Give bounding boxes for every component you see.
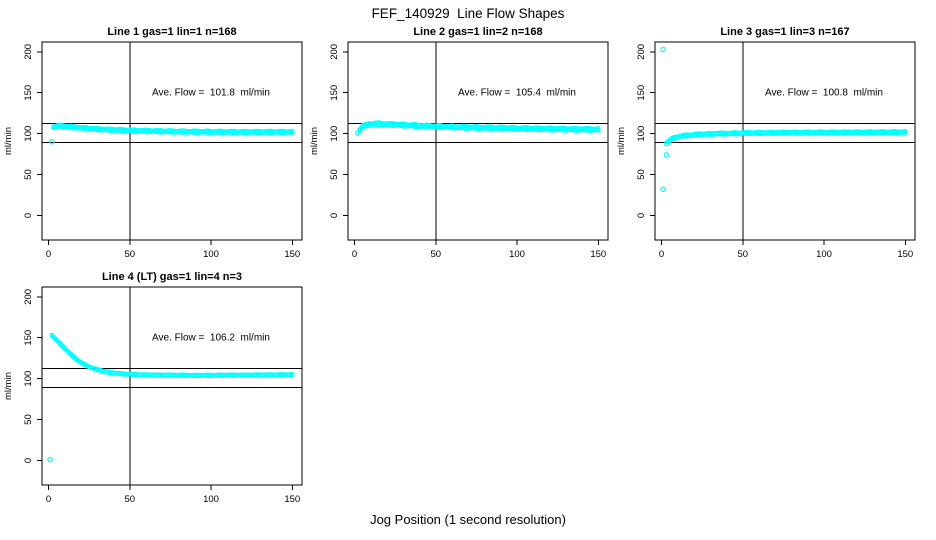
x-tick-label: 100 [203, 249, 219, 260]
panel-title: Line 1 gas=1 lin=1 n=168 [107, 26, 236, 38]
y-tick-label: 50 [329, 169, 340, 180]
y-tick-label: 0 [636, 213, 647, 218]
outlier-point [663, 152, 670, 158]
ave-flow-annotation: Ave. Flow = 100.8 ml/min [765, 88, 883, 99]
y-axis-label: ml/min [309, 127, 320, 155]
x-tick-label: 100 [816, 249, 832, 260]
x-tick-label: 50 [737, 249, 748, 260]
data-band [49, 332, 295, 379]
y-axis-label: ml/min [3, 127, 14, 155]
outlier-points [48, 139, 55, 145]
panel-line-1-plot: Line 1 gas=1 lin=1 n=168 0 50 100 150 0 50 100 1… [3, 26, 303, 260]
y-tick-label: 0 [23, 213, 34, 218]
y-tick-label: 200 [23, 44, 34, 60]
y-tick-label: 200 [329, 44, 340, 60]
y-tick-label: 100 [23, 371, 34, 387]
data-band [357, 120, 601, 134]
outlier-point [354, 130, 361, 136]
panel-line-2-plot: Line 2 gas=1 lin=2 n=168 0 50 100 150 0 50 100 1… [309, 26, 609, 260]
axes: 0 50 100 150 0 50 100 150 200 [636, 44, 913, 260]
axes: 0 50 100 150 0 50 100 150 200 [23, 44, 300, 260]
ave-flow-annotation: Ave. Flow = 105.4 ml/min [458, 88, 576, 99]
x-tick-label: 50 [124, 249, 135, 260]
y-tick-label: 50 [23, 169, 34, 180]
outlier-point [660, 46, 666, 53]
plot-box [347, 41, 609, 241]
x-tick-label: 150 [897, 249, 913, 260]
data-band [51, 122, 295, 136]
reference-lines [348, 42, 608, 240]
panel-title: Line 3 gas=1 lin=3 n=167 [720, 26, 849, 38]
y-tick-label: 0 [329, 213, 340, 218]
outlier-points [354, 130, 361, 136]
ave-flow-annotation: Ave. Flow = 101.8 ml/min [152, 88, 270, 99]
axes: 0 50 100 150 0 50 100 150 200 [329, 44, 606, 260]
y-tick-label: 150 [329, 85, 340, 101]
outlier-point [48, 139, 55, 145]
y-tick-label: 200 [23, 289, 34, 305]
figure-title: FEF_140929 Line Flow Shapes [371, 6, 565, 21]
panel-title: Line 4 (LT) gas=1 lin=4 n=3 [102, 271, 242, 283]
x-tick-label: 50 [430, 249, 441, 260]
panel-line-3-plot: Line 3 gas=1 lin=3 n=167 0 50 100 150 0 50 100 1… [616, 26, 916, 260]
x-tick-label: 50 [124, 494, 135, 505]
outlier-points [660, 46, 670, 193]
y-tick-label: 100 [636, 126, 647, 142]
outlier-point [663, 140, 670, 147]
x-tick-label: 0 [46, 494, 51, 505]
y-axis-label: ml/min [616, 127, 627, 155]
x-tick-label: 150 [284, 249, 300, 260]
y-tick-label: 150 [23, 330, 34, 346]
y-tick-label: 50 [23, 414, 34, 425]
x-tick-label: 100 [509, 249, 525, 260]
outlier-point [47, 456, 53, 463]
y-tick-label: 0 [23, 458, 34, 463]
data-band [665, 129, 908, 145]
reference-lines [42, 287, 302, 485]
y-tick-label: 50 [636, 169, 647, 180]
panel-title: Line 2 gas=1 lin=2 n=168 [413, 26, 542, 38]
x-tick-label: 0 [352, 249, 357, 260]
x-tick-label: 150 [590, 249, 606, 260]
plot-box [41, 41, 303, 241]
y-axis-label: ml/min [3, 372, 14, 400]
plot-box [654, 41, 916, 241]
y-tick-label: 100 [23, 126, 34, 142]
y-tick-label: 200 [636, 44, 647, 60]
figure-xlabel: Jog Position (1 second resolution) [370, 512, 566, 527]
panel-line-4-plot: Line 4 (LT) gas=1 lin=4 n=3 0 50 100 150 0 50 1… [3, 271, 303, 505]
x-tick-label: 0 [46, 249, 51, 260]
outlier-points [47, 456, 53, 463]
reference-lines [42, 42, 302, 240]
outlier-point [660, 186, 666, 193]
x-tick-label: 100 [203, 494, 219, 505]
x-tick-label: 150 [284, 494, 300, 505]
plot-box [41, 286, 303, 486]
y-tick-label: 150 [636, 85, 647, 101]
y-tick-label: 100 [329, 126, 340, 142]
ave-flow-annotation: Ave. Flow = 106.2 ml/min [152, 333, 270, 344]
reference-lines [655, 42, 915, 240]
x-tick-label: 0 [659, 249, 664, 260]
axes: 0 50 100 150 0 50 100 150 200 [23, 289, 300, 505]
y-tick-label: 150 [23, 85, 34, 101]
